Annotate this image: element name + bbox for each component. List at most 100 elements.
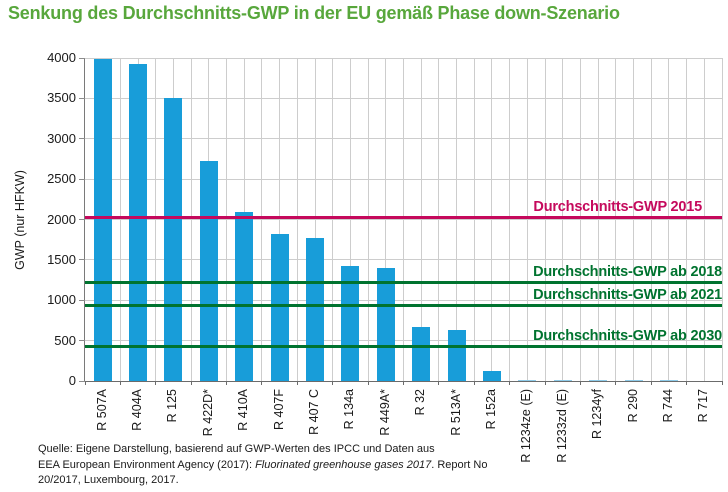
x-axis-label: R 717 [696, 389, 710, 427]
y-axis-tick-label: 1000 [47, 292, 76, 308]
x-axis-label-text: R 410A [236, 389, 251, 431]
x-axis-label: R 1234yf [590, 389, 604, 444]
bar-r-422d [199, 160, 218, 381]
y-axis-tick-label: 2500 [47, 171, 76, 187]
y-axis-tick-label: 0 [68, 373, 76, 388]
x-axis-label: R 507A [95, 389, 109, 436]
x-axis-tick [261, 381, 263, 385]
x-axis-label-text: R 507A [94, 389, 109, 431]
vertical-gridline [456, 58, 458, 381]
vertical-gridline [686, 58, 688, 381]
source-note: Quelle: Eigene Darstellung, basierend au… [38, 442, 487, 489]
y-axis-tick-label: 3000 [47, 130, 76, 146]
x-axis-tick [579, 381, 581, 385]
x-axis-label-text: R 32 [413, 389, 428, 416]
bar-r-513a [447, 330, 466, 381]
vertical-gridline [721, 58, 723, 381]
y-axis-tick [79, 259, 85, 261]
source-line-1: Quelle: Eigene Darstellung, basierend au… [38, 443, 435, 455]
x-axis-label: R 152a [484, 389, 498, 434]
vertical-gridline [438, 58, 440, 381]
vertical-gridline [668, 58, 670, 381]
x-axis-label-text: R 1234yf [590, 389, 605, 440]
bar-r-744 [659, 379, 678, 381]
x-axis-label: R 744 [661, 389, 675, 427]
x-axis-tick [721, 381, 723, 385]
vertical-gridline [473, 58, 475, 381]
vertical-gridline [332, 58, 334, 381]
vertical-gridline [367, 58, 369, 381]
x-axis-label-text: R 290 [625, 389, 640, 423]
x-axis-label: R 513A* [449, 389, 463, 441]
reference-line-2021 [85, 304, 722, 308]
x-axis-tick [686, 381, 688, 385]
bar-r-125 [164, 98, 183, 381]
y-axis-tick [79, 219, 85, 220]
x-axis-label: R 410A [236, 389, 250, 436]
x-axis-label-text: R 744 [660, 389, 675, 423]
vertical-gridline [314, 58, 316, 381]
x-axis-tick [296, 381, 298, 385]
y-axis-tick [79, 138, 85, 140]
x-axis-tick [403, 381, 404, 385]
bar-r-410a [235, 212, 254, 381]
y-axis-tick [79, 340, 85, 342]
x-axis-tick [119, 381, 121, 385]
x-axis-tick [544, 381, 546, 385]
x-axis-label-text: R 152a [483, 389, 498, 430]
x-axis-tick [332, 381, 334, 385]
y-axis-tick-label: 500 [54, 332, 76, 348]
y-axis-tick [79, 97, 85, 99]
x-axis-label-text: R 422D* [200, 389, 215, 437]
y-axis-tick [79, 178, 85, 180]
bar-r-1234ze-e [518, 379, 537, 381]
vertical-gridline [385, 58, 387, 381]
bar-r-407-c [306, 237, 325, 381]
y-axis-tick [79, 299, 85, 301]
vertical-gridline [526, 58, 528, 381]
vertical-gridline [226, 58, 228, 381]
vertical-gridline [155, 58, 157, 381]
y-axis-tick-label: 3500 [47, 90, 76, 106]
vertical-gridline [119, 58, 121, 381]
vertical-gridline [403, 58, 404, 381]
reference-line-label-2030: Durchschnitts-GWP ab 2030 [533, 328, 722, 345]
bar-r-449a [376, 268, 395, 381]
vertical-gridline [650, 58, 652, 381]
x-axis-label-text: R 134a [342, 389, 357, 430]
x-axis-label-text: R 407F [271, 389, 286, 430]
vertical-gridline [615, 58, 617, 381]
x-axis-label: R 290 [626, 389, 640, 427]
vertical-gridline [349, 58, 351, 381]
reference-line-label-2021: Durchschnitts-GWP ab 2021 [533, 287, 722, 304]
y-axis-tick-label: 2000 [47, 211, 76, 227]
x-axis-label-text: R 1233zd (E) [554, 389, 569, 463]
x-axis-tick [84, 381, 86, 385]
x-axis-label-text: R 404A [130, 389, 145, 431]
x-axis-label: R 125 [165, 389, 179, 427]
y-axis-tick-label: 4000 [47, 50, 76, 65]
x-axis-tick [438, 381, 440, 385]
x-axis-label: R 422D* [201, 389, 215, 441]
bar-r-1233zd-e [553, 379, 572, 381]
x-axis-tick [650, 381, 652, 385]
vertical-gridline [279, 58, 281, 381]
x-axis-tick [226, 381, 228, 385]
source-line-2: EEA European Environment Agency (2017): … [38, 458, 488, 471]
y-axis-tick-labels: 0 500 1000 1500 2000 2500 3000 3500 4000 [0, 50, 76, 388]
x-axis-tick [509, 381, 511, 385]
reference-line-2015 [85, 216, 722, 220]
plot-area: Durchschnitts-GWP 2015 Durchschnitts-GWP … [79, 57, 723, 385]
x-axis-label-text: R 407 C [307, 389, 322, 435]
x-axis-tick [473, 381, 475, 385]
reference-line-label-2015: Durchschnitts-GWP 2015 [533, 199, 702, 216]
vertical-gridline [579, 58, 581, 381]
chart-title: Senkung des Durchschnitts-GWP in der EU … [8, 3, 620, 23]
x-axis-tick [155, 381, 157, 385]
bar-r-1234yf [589, 379, 608, 381]
vertical-gridline [544, 58, 546, 381]
bar-r-290 [624, 379, 643, 381]
bar-r-152a [482, 371, 501, 381]
vertical-gridline [703, 58, 705, 381]
